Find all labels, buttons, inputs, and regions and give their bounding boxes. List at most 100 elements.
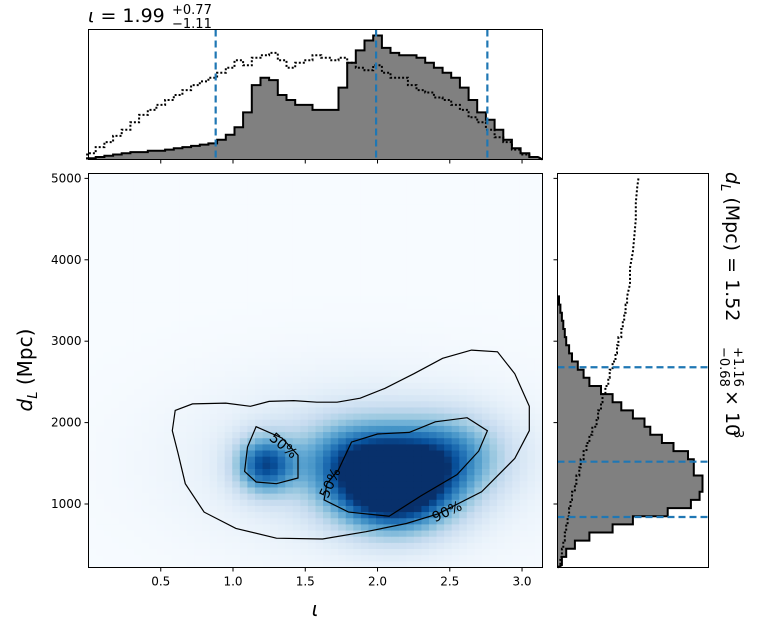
heatmap-cell — [126, 173, 135, 181]
heatmap-cell — [194, 438, 203, 445]
heatmap-cell — [179, 469, 188, 476]
heatmap-cell — [202, 339, 211, 347]
heatmap-cell — [224, 222, 233, 230]
heatmap-cell — [88, 358, 97, 365]
heatmap-cell — [345, 401, 354, 409]
heatmap-cell — [194, 469, 203, 476]
heatmap-cell — [481, 179, 491, 187]
heatmap-cell — [247, 198, 256, 205]
heatmap-cell — [126, 512, 135, 519]
heatmap-cell — [406, 438, 415, 445]
heatmap-cell — [103, 345, 112, 353]
heatmap-cell — [489, 370, 498, 378]
heatmap-cell — [103, 536, 112, 544]
heatmap-cell — [179, 241, 188, 248]
right-marginal-title: dL (Mpc) = 1.52 +1.16 −0.68 × 10 3 — [716, 172, 745, 438]
heatmap-cell — [270, 481, 279, 489]
heatmap-cell — [247, 419, 256, 427]
heatmap-cell — [436, 339, 445, 347]
heatmap-cell — [519, 272, 528, 279]
heatmap-cell — [262, 358, 271, 365]
heatmap-cell — [489, 407, 498, 415]
heatmap-cell — [217, 450, 226, 458]
heatmap-cell — [323, 561, 332, 569]
heatmap-cell — [497, 401, 506, 409]
heatmap-cell — [171, 321, 180, 329]
heatmap-cell — [376, 216, 385, 224]
heatmap-cell — [270, 222, 279, 230]
heatmap-cell — [323, 512, 332, 519]
heatmap-cell — [232, 524, 241, 532]
heatmap-cell — [300, 179, 309, 187]
heatmap-cell — [262, 555, 271, 562]
heatmap-cell — [270, 364, 279, 372]
heatmap-cell — [497, 345, 506, 353]
heatmap-cell — [360, 179, 370, 187]
heatmap-cell — [459, 401, 468, 409]
heatmap-cell — [103, 530, 112, 538]
heatmap-cell — [164, 493, 173, 501]
heatmap-cell — [413, 253, 423, 261]
heatmap-cell — [171, 315, 180, 322]
heatmap-cell — [451, 450, 460, 458]
heatmap-cell — [315, 419, 324, 427]
heatmap-cell — [254, 179, 264, 187]
heatmap-cell — [360, 253, 370, 261]
heatmap-cell — [262, 382, 271, 390]
heatmap-cell — [277, 315, 286, 322]
heatmap-cell — [368, 358, 377, 365]
y-tick-label: 4000 — [51, 253, 82, 267]
heatmap-cell — [179, 407, 188, 415]
heatmap-cell — [534, 228, 544, 236]
heatmap-cell — [519, 469, 528, 476]
heatmap-cell — [368, 450, 377, 458]
heatmap-cell — [171, 352, 180, 359]
heatmap-cell — [133, 413, 143, 421]
heatmap-cell — [277, 444, 286, 452]
heatmap-cell — [202, 173, 211, 181]
heatmap-cell — [451, 388, 460, 396]
heatmap-cell — [88, 401, 97, 409]
heatmap-cell — [383, 561, 392, 569]
heatmap-cell — [436, 222, 445, 230]
heatmap-cell — [345, 265, 354, 273]
heatmap-cell — [368, 241, 377, 248]
heatmap-cell — [277, 469, 286, 476]
heatmap-cell — [277, 438, 286, 445]
heatmap-cell — [285, 499, 294, 507]
heatmap-cell — [368, 536, 377, 544]
heatmap-cell — [323, 499, 332, 507]
heatmap-cell — [315, 382, 324, 390]
heatmap-cell — [202, 345, 211, 353]
heatmap-cell — [209, 204, 218, 212]
heatmap-cell — [202, 536, 211, 544]
heatmap-cell — [474, 210, 483, 218]
heatmap-cell — [88, 475, 97, 482]
heatmap-cell — [398, 413, 407, 421]
heatmap-cell — [406, 204, 415, 212]
heatmap-cell — [376, 542, 385, 550]
heatmap-cell — [391, 321, 400, 329]
heatmap-cell — [118, 388, 127, 396]
heatmap-cell — [429, 450, 438, 458]
heatmap-cell — [164, 272, 173, 279]
heatmap-cell — [224, 512, 233, 519]
heatmap-cell — [186, 198, 196, 205]
heatmap-cell — [285, 352, 294, 359]
heatmap-cell — [489, 376, 498, 384]
heatmap-cell — [202, 505, 211, 513]
heatmap-cell — [171, 481, 180, 489]
heatmap-cell — [527, 284, 536, 292]
heatmap-cell — [406, 481, 415, 489]
heatmap-cell — [285, 462, 294, 470]
heatmap-cell — [481, 549, 491, 556]
heatmap-cell — [194, 382, 203, 390]
heatmap-cell — [156, 481, 165, 489]
heatmap-cell — [444, 284, 453, 292]
heatmap-cell — [149, 456, 158, 464]
heatmap-cell — [156, 222, 165, 230]
heatmap-cell — [360, 358, 370, 365]
heatmap-cell — [489, 401, 498, 409]
heatmap-cell — [277, 450, 286, 458]
heatmap-cell — [421, 425, 430, 433]
